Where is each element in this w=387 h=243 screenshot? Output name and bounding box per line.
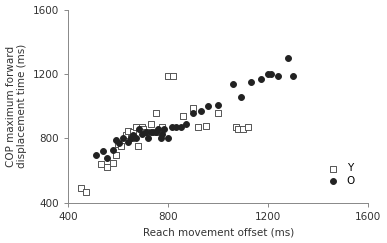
Y (104, 165, 110, 169)
Y (113, 153, 119, 156)
Y (165, 74, 171, 78)
X-axis label: Reach movement offset (ms): Reach movement offset (ms) (142, 227, 294, 237)
Y (202, 124, 209, 128)
O (183, 122, 189, 126)
O (190, 111, 196, 115)
O (130, 133, 136, 137)
O (290, 74, 296, 78)
Y (170, 74, 176, 78)
Y (122, 133, 128, 137)
O (215, 103, 221, 106)
Y (147, 122, 154, 126)
Legend: Y, O: Y, O (321, 161, 357, 188)
O (248, 80, 254, 84)
O (145, 137, 151, 140)
O (285, 56, 291, 60)
Y (139, 125, 145, 129)
Y (140, 127, 146, 131)
O (110, 148, 116, 152)
O (142, 130, 149, 134)
O (155, 127, 161, 131)
O (104, 156, 110, 160)
O (150, 130, 156, 134)
O (205, 104, 211, 108)
Y (127, 137, 134, 140)
O (152, 130, 159, 134)
Y (82, 190, 89, 193)
Y (235, 127, 241, 131)
Y (135, 145, 141, 148)
O (197, 109, 204, 113)
O (158, 137, 164, 140)
O (173, 125, 179, 129)
O (127, 137, 134, 140)
O (161, 127, 168, 131)
O (125, 140, 131, 144)
O (159, 132, 165, 136)
O (113, 138, 119, 142)
Y (159, 125, 165, 129)
Y (117, 145, 123, 148)
O (230, 82, 236, 86)
Y (142, 130, 149, 134)
O (100, 149, 106, 153)
O (178, 125, 184, 129)
O (147, 130, 154, 134)
O (258, 77, 264, 81)
Y (190, 106, 196, 110)
O (165, 137, 171, 140)
O (275, 74, 281, 78)
Y (110, 161, 116, 165)
Y (215, 111, 221, 115)
O (169, 125, 175, 129)
Y (180, 114, 186, 118)
O (136, 127, 142, 131)
Y (115, 142, 121, 146)
Y (245, 125, 251, 129)
O (265, 72, 271, 76)
Y (125, 129, 131, 133)
Y (152, 111, 159, 115)
O (92, 153, 99, 156)
O (120, 137, 126, 140)
Y (77, 186, 84, 190)
O (139, 132, 145, 136)
Y (98, 162, 104, 166)
O (132, 137, 139, 140)
O (268, 72, 274, 76)
Y (130, 130, 136, 134)
O (238, 95, 244, 98)
Y-axis label: COP maximum forward
displacement time (ms): COP maximum forward displacement time (m… (5, 44, 27, 168)
Y (233, 125, 239, 129)
O (116, 141, 122, 145)
Y (240, 127, 246, 131)
Y (155, 130, 161, 134)
Y (195, 125, 201, 129)
Y (132, 125, 139, 129)
